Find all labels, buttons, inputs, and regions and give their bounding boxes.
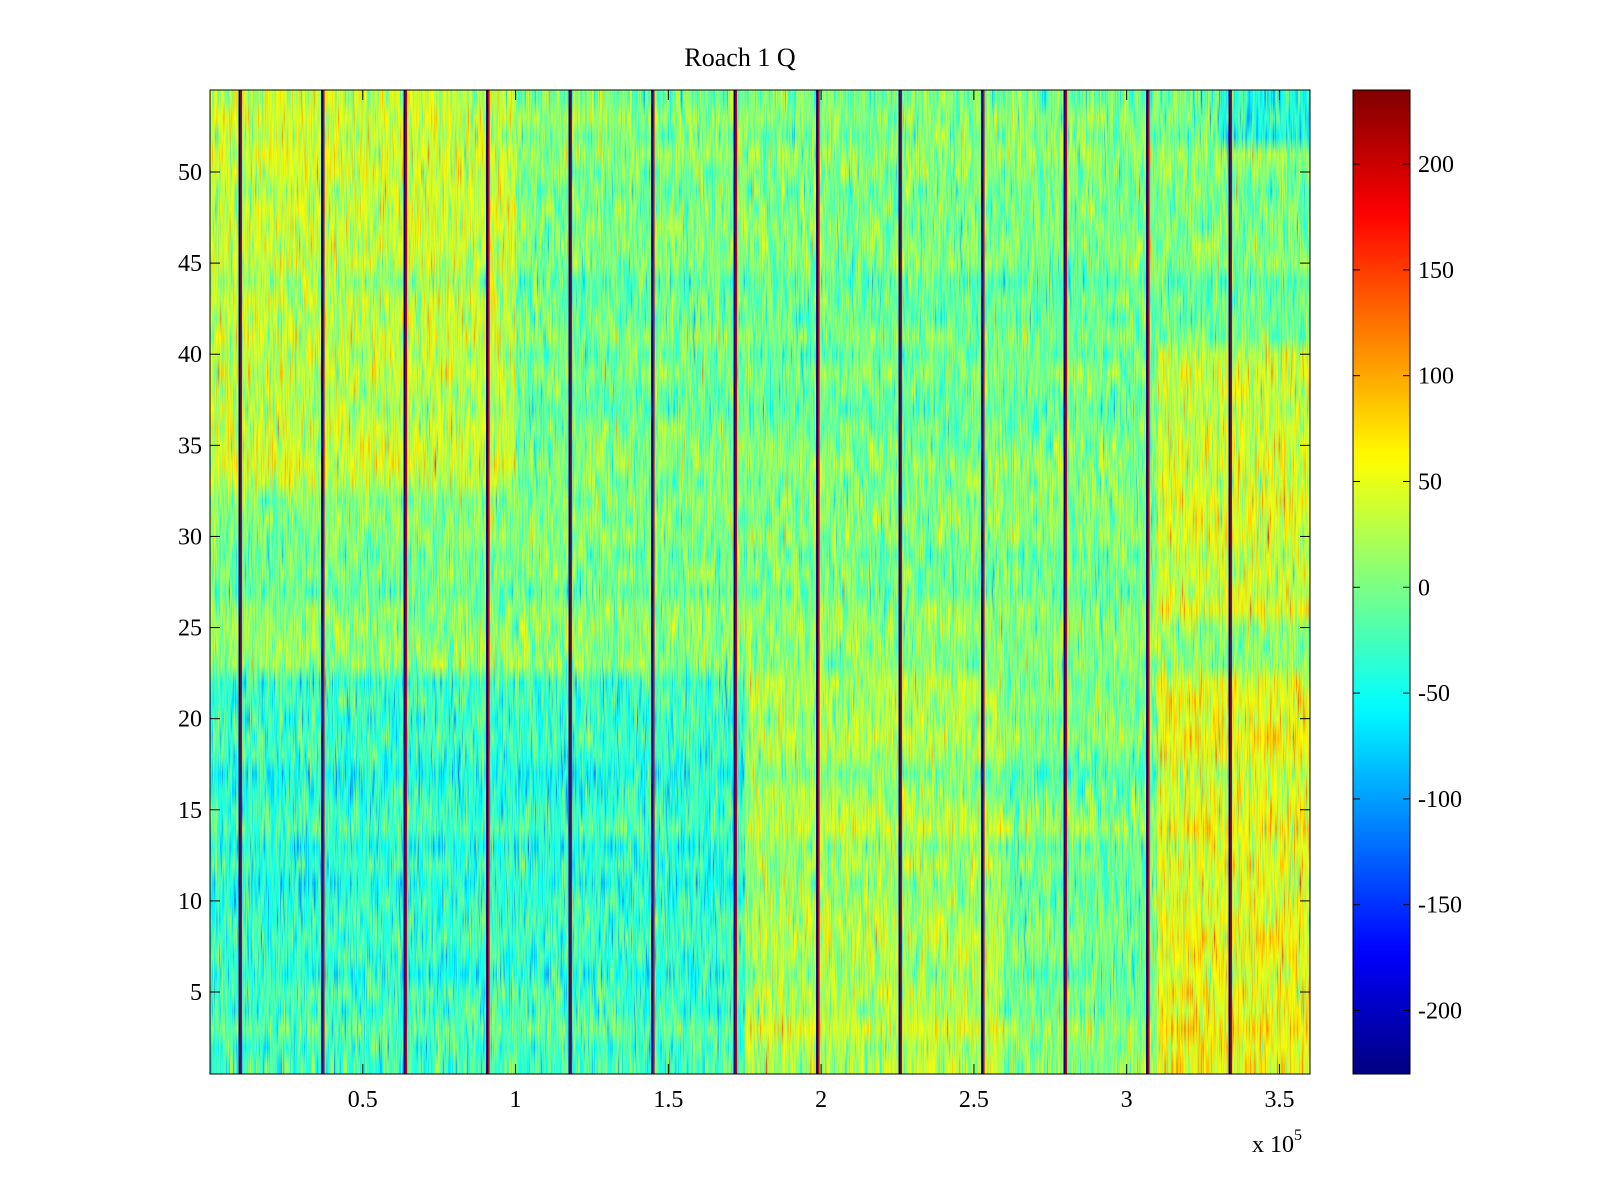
colorbar-tick-label: -100 <box>1418 787 1462 813</box>
x-tick-label: 0.5 <box>348 1087 378 1113</box>
streak-low-12 <box>1228 90 1231 1074</box>
streak-high-0 <box>240 90 243 1074</box>
colorbar-tick-label: 50 <box>1418 469 1442 495</box>
x-tick-label: 1 <box>510 1087 522 1113</box>
colorbar-gradient <box>1353 90 1410 1074</box>
streak-high-9 <box>983 90 985 1074</box>
streak-high-8 <box>900 90 903 1074</box>
y-tick-label: 5 <box>190 980 202 1006</box>
streak-high-5 <box>653 90 655 1074</box>
streak-low-5 <box>651 90 654 1074</box>
x-tick-label: 2 <box>815 1087 827 1113</box>
y-tick-label: 45 <box>178 251 202 277</box>
streak-low-6 <box>733 90 736 1074</box>
streak-high-3 <box>488 90 490 1074</box>
y-tick-label: 10 <box>178 889 202 915</box>
x-tick-label: 2.5 <box>959 1087 989 1113</box>
colorbar-tick-label: -200 <box>1418 999 1462 1025</box>
y-axis: 5 10 15 20 25 30 35 40 45 50 <box>178 160 1310 1006</box>
streak-low-9 <box>981 90 984 1074</box>
streak-high-11 <box>1148 90 1150 1074</box>
colorbar-tick-label: 150 <box>1418 258 1454 284</box>
colorbar-tick-label: 0 <box>1418 575 1430 601</box>
x-axis: 0.5 1 1.5 2 2.5 3 3.5 <box>348 90 1294 1113</box>
streak-low-2 <box>403 90 406 1074</box>
x-multiplier-label: x 105 <box>1252 1127 1302 1158</box>
streak-high-1 <box>323 90 325 1074</box>
x-tick-label: 3.5 <box>1264 1087 1294 1113</box>
colorbar-tick-label: -150 <box>1418 893 1462 919</box>
y-tick-label: 15 <box>178 798 202 824</box>
streak-low-8 <box>898 90 901 1074</box>
colorbar-tick-label: -50 <box>1418 681 1450 707</box>
streak-low-7 <box>816 90 819 1074</box>
colorbar-frame <box>1352 89 1411 1075</box>
streak-low-11 <box>1146 90 1149 1074</box>
colorbar-ticks: -200 -150 -100 -50 0 50 100 150 200 <box>1353 152 1462 1025</box>
streak-high-2 <box>405 90 408 1074</box>
y-tick-label: 50 <box>178 160 202 186</box>
streak-high-4 <box>570 90 573 1074</box>
streak-high-6 <box>735 90 738 1074</box>
streak-low-10 <box>1063 90 1066 1074</box>
x-tick-label: 3 <box>1121 1087 1133 1113</box>
streak-high-12 <box>1230 90 1233 1074</box>
y-tick-label: 20 <box>178 707 202 733</box>
colorbar-tick-label: 100 <box>1418 364 1454 390</box>
chart-title: Roach 1 Q <box>684 43 795 72</box>
y-tick-label: 30 <box>178 524 202 550</box>
vertical-streaks <box>238 90 1233 1074</box>
streak-low-1 <box>321 90 324 1074</box>
x-multiplier-exponent: 5 <box>1294 1127 1302 1144</box>
y-tick-label: 25 <box>178 616 202 642</box>
heatmap-raster <box>210 90 1310 1074</box>
x-tick-label: 1.5 <box>653 1087 683 1113</box>
colorbar: -200 -150 -100 -50 0 50 100 150 200 <box>1352 89 1462 1075</box>
y-tick-label: 40 <box>178 342 202 368</box>
streak-low-3 <box>486 90 489 1074</box>
streak-high-7 <box>818 90 820 1074</box>
colorbar-tick-label: 200 <box>1418 152 1454 178</box>
heatmap-image <box>210 90 1310 1074</box>
streak-high-10 <box>1065 90 1068 1074</box>
streak-low-4 <box>568 90 571 1074</box>
streak-low-0 <box>238 90 241 1074</box>
plot-frame <box>209 89 1311 1075</box>
y-tick-label: 35 <box>178 433 202 459</box>
